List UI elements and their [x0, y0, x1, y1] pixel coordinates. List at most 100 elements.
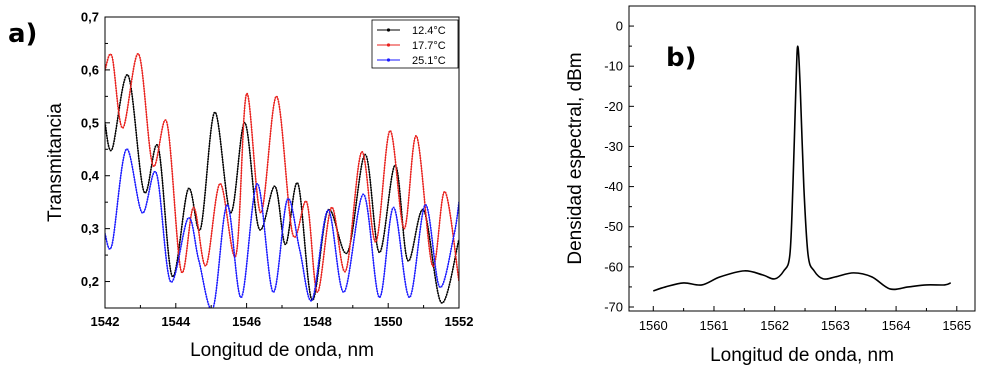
series-point	[279, 116, 282, 118]
series-point	[144, 100, 147, 103]
series-point	[220, 238, 223, 240]
series-point	[185, 255, 187, 257]
series-point	[239, 142, 242, 144]
series-point	[266, 210, 268, 212]
series-point	[353, 234, 356, 236]
series-point	[387, 204, 389, 206]
series-point	[194, 208, 196, 211]
series-point	[384, 222, 387, 224]
series-point	[262, 202, 265, 205]
series-point	[418, 215, 421, 218]
series-point	[135, 189, 138, 191]
series-point	[116, 100, 119, 102]
series-point	[441, 201, 443, 204]
series-point	[145, 113, 148, 116]
series-point	[167, 254, 170, 257]
series-point	[183, 265, 186, 268]
series-point	[367, 215, 370, 218]
series-point	[457, 240, 459, 243]
y-tick-label: -50	[604, 219, 623, 234]
series-point	[250, 213, 253, 216]
series-point	[119, 123, 122, 126]
series-point	[218, 133, 221, 135]
series-point	[399, 205, 401, 207]
series-point	[215, 115, 218, 117]
series-point	[339, 251, 341, 253]
series-point	[349, 237, 352, 240]
series-point	[133, 116, 136, 118]
series-point	[411, 152, 414, 155]
series-point	[303, 275, 306, 277]
series-point	[237, 237, 239, 239]
series-point	[372, 233, 374, 235]
series-point	[267, 205, 269, 207]
series-point	[389, 221, 391, 223]
series-point	[201, 278, 204, 280]
series-point	[393, 148, 395, 151]
series-point	[239, 295, 241, 297]
series-point	[408, 191, 411, 194]
series-point	[149, 183, 152, 185]
series-point	[375, 282, 377, 285]
series-point	[122, 156, 125, 159]
series-point	[381, 195, 383, 198]
series-point	[240, 182, 242, 185]
series-point	[199, 265, 201, 267]
series-point	[146, 118, 148, 121]
legend-marker	[386, 43, 391, 47]
series-point	[210, 232, 213, 235]
series-point	[323, 248, 326, 250]
series-point	[314, 281, 316, 283]
series-point	[212, 114, 215, 117]
series-point	[209, 240, 212, 243]
series-point	[160, 205, 162, 208]
series-point	[454, 225, 457, 227]
series-point	[161, 221, 164, 223]
series-point	[162, 195, 165, 197]
series-point	[338, 278, 341, 281]
series-point	[115, 213, 118, 216]
series-point	[256, 219, 258, 221]
series-point	[252, 198, 255, 200]
series-point	[235, 274, 238, 277]
series-point	[448, 286, 450, 288]
series-point	[133, 176, 135, 178]
series-point	[263, 225, 266, 228]
series-point	[249, 159, 252, 162]
series-point	[171, 178, 174, 180]
series-point	[112, 236, 115, 239]
series-point	[323, 223, 325, 226]
series-point	[425, 216, 427, 219]
series-point	[163, 205, 166, 208]
series-point	[111, 244, 113, 246]
series-point	[279, 210, 281, 212]
series-point	[249, 154, 251, 157]
series-point	[453, 235, 455, 237]
series-point	[353, 199, 356, 201]
series-point	[371, 199, 373, 202]
series-point	[379, 208, 382, 211]
series-point	[285, 173, 287, 175]
series-point	[384, 159, 387, 161]
series-point	[406, 209, 409, 212]
series-point	[450, 273, 453, 276]
series-point	[114, 82, 117, 84]
series-point	[210, 129, 212, 132]
series-point	[313, 295, 316, 298]
series-point	[123, 124, 126, 127]
series-point	[375, 239, 378, 242]
series-point	[250, 167, 253, 170]
series-point	[332, 214, 334, 216]
series-point	[354, 212, 356, 214]
series-point	[266, 256, 269, 259]
series-point	[388, 223, 391, 226]
series-point	[431, 237, 433, 239]
series-point	[116, 203, 119, 205]
series-point	[293, 221, 296, 224]
series-point	[389, 186, 392, 188]
series-point	[376, 236, 379, 239]
series-point	[372, 235, 375, 238]
series-point	[303, 272, 305, 275]
series-point	[242, 125, 245, 128]
series-point	[220, 240, 223, 243]
